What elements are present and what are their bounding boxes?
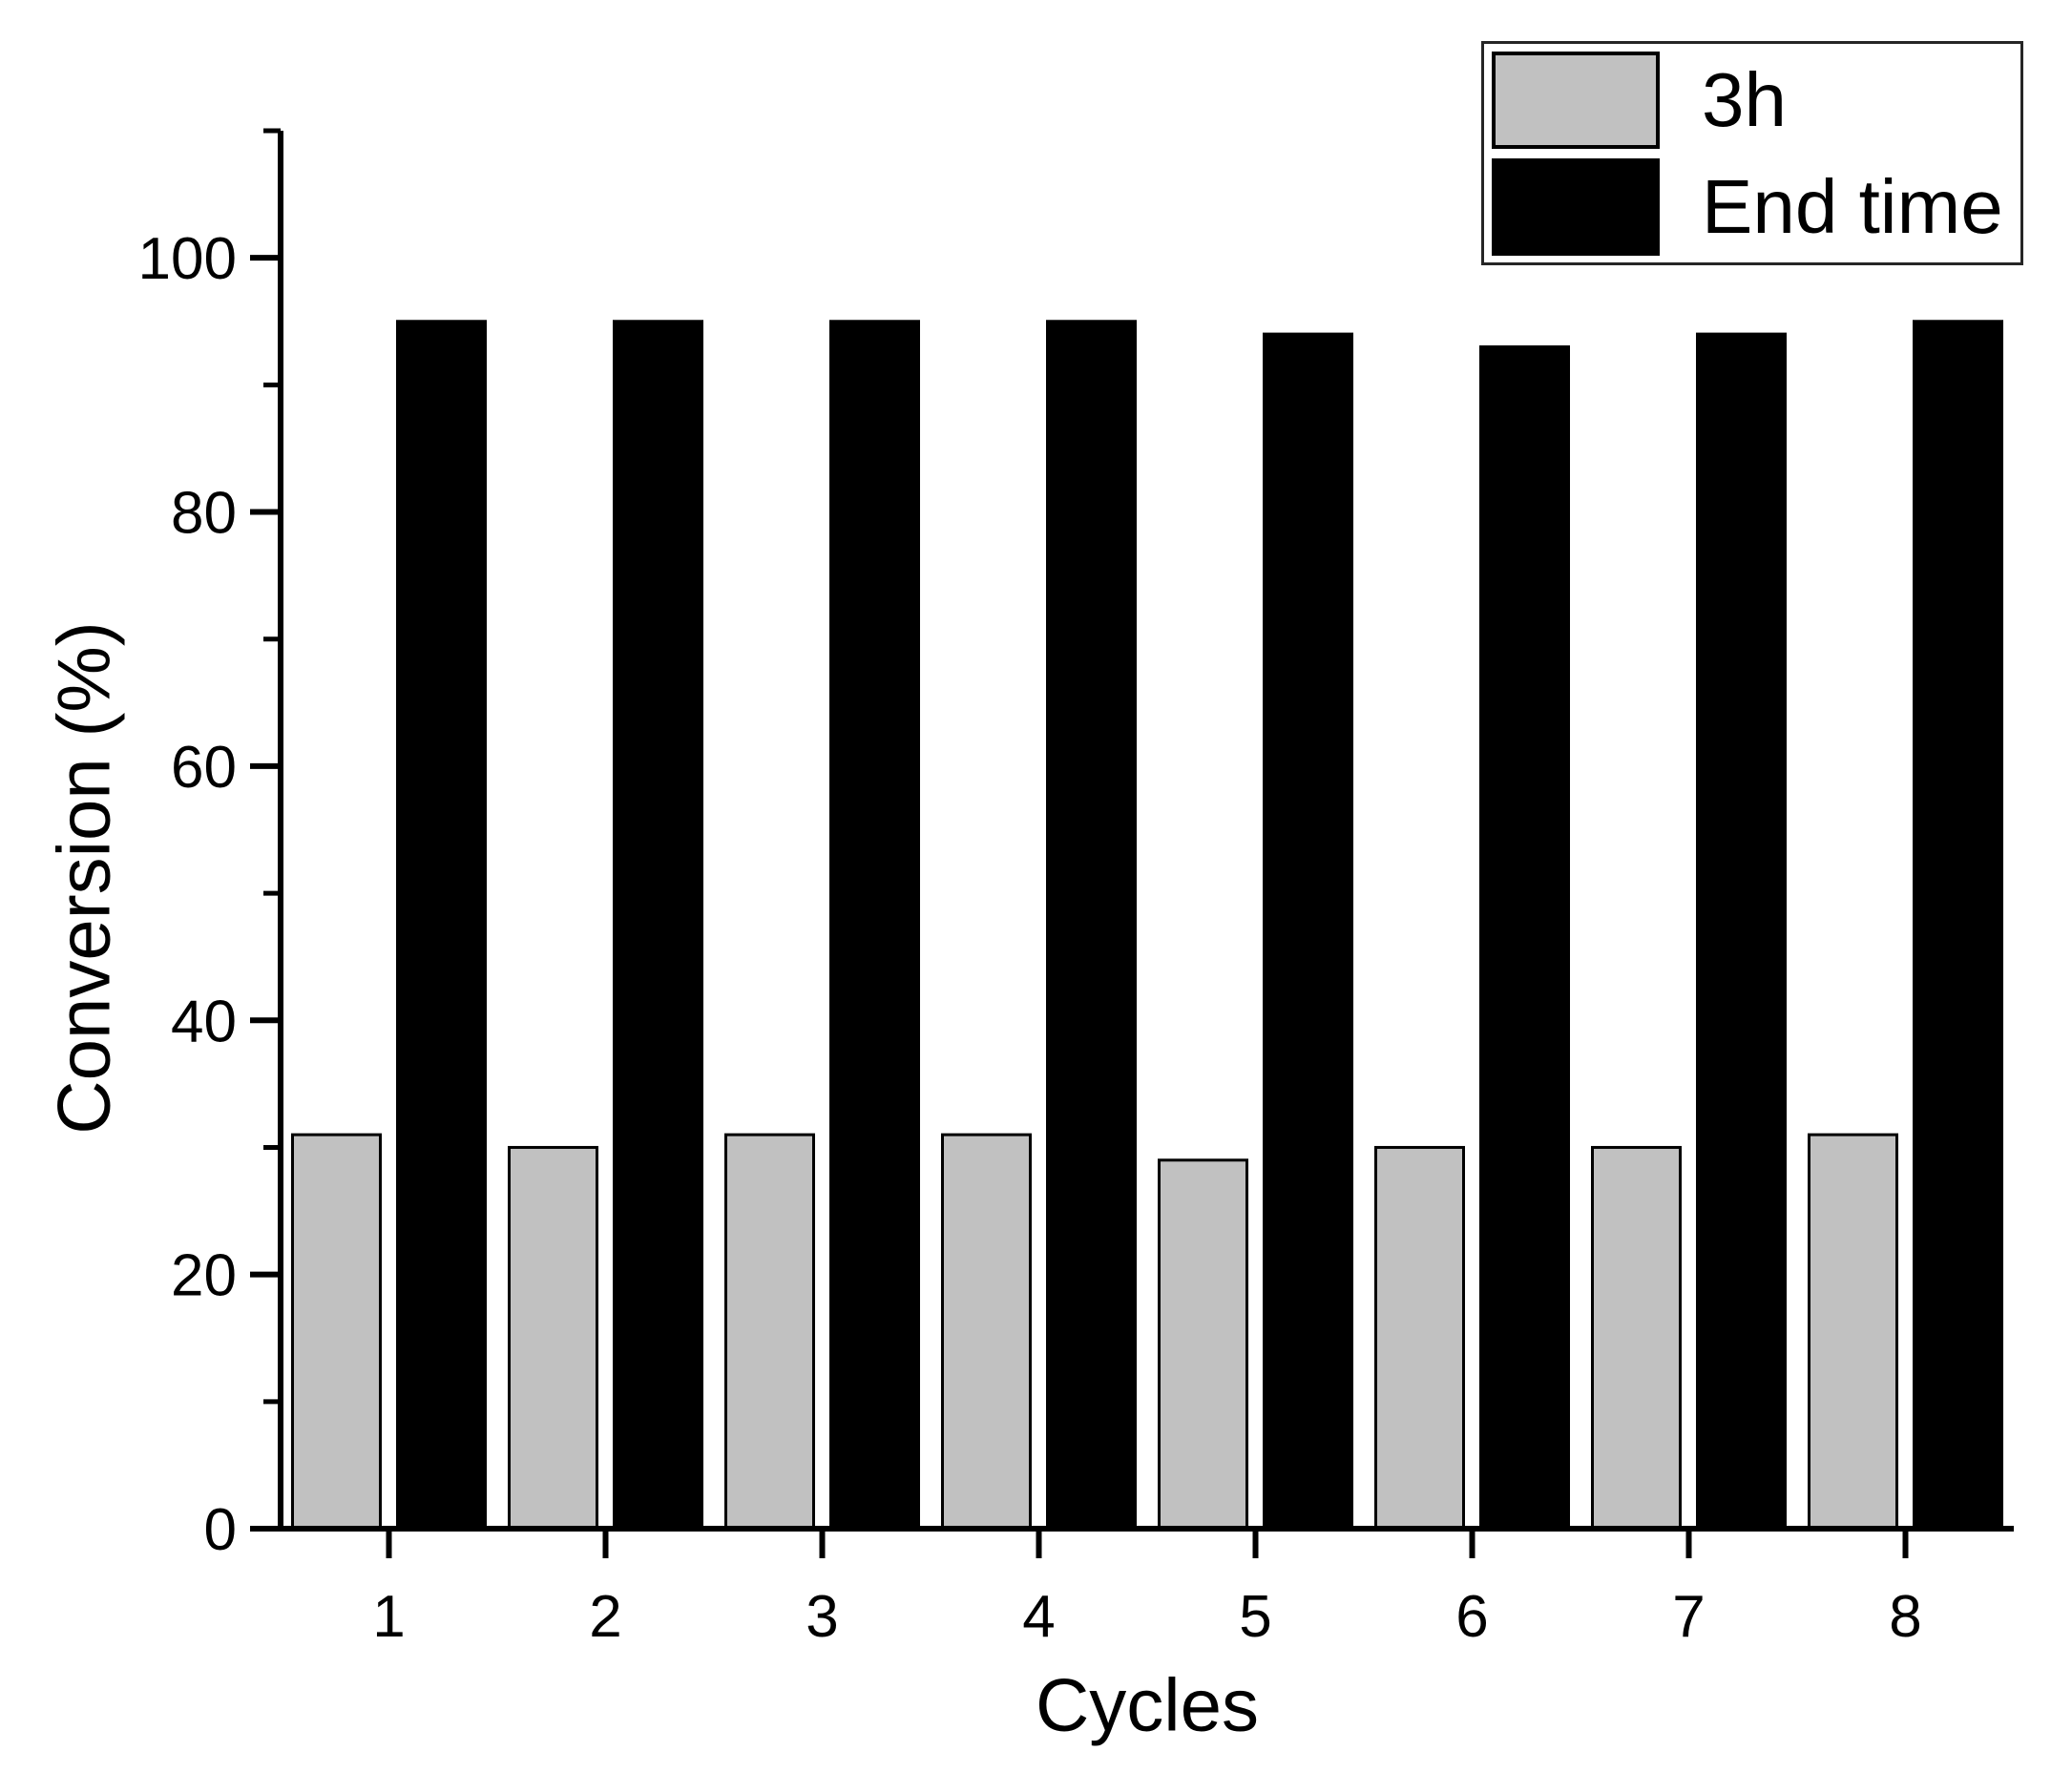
y-tick-label-80: 80 [171, 481, 237, 547]
y-tick-label-40: 40 [171, 989, 237, 1054]
bar-endtime-cycle-3 [829, 320, 920, 1531]
x-tick-label-3: 3 [806, 1584, 838, 1650]
x-tick-label-4: 4 [1022, 1584, 1055, 1650]
bar-3h-cycle-2 [508, 1145, 598, 1531]
y-tick-label-20: 20 [171, 1243, 237, 1309]
x-tick-label-5: 5 [1239, 1584, 1271, 1650]
x-tick-label-6: 6 [1455, 1584, 1488, 1650]
legend-label-3h: 3h [1702, 56, 1787, 142]
x-tick-label-7: 7 [1672, 1584, 1705, 1650]
bar-endtime-cycle-6 [1479, 344, 1570, 1531]
bar-3h-cycle-4 [941, 1133, 1032, 1531]
x-tick-label-8: 8 [1889, 1584, 1921, 1650]
y-tick-label-60: 60 [171, 735, 237, 801]
y-tick-label-0: 0 [204, 1497, 237, 1563]
legend-item-3h: 3h [1492, 51, 2020, 149]
bar-3h-cycle-3 [724, 1133, 815, 1531]
y-axis-title: Conversion (%) [41, 621, 126, 1135]
y-tick-label-100: 100 [138, 226, 237, 292]
x-tick-label-2: 2 [589, 1584, 621, 1650]
bar-endtime-cycle-4 [1046, 320, 1137, 1531]
bar-endtime-cycle-2 [613, 320, 703, 1531]
legend-swatch-3h [1492, 51, 1660, 149]
bar-3h-cycle-7 [1591, 1145, 1682, 1531]
bar-3h-cycle-8 [1808, 1133, 1898, 1531]
legend-swatch-end-time [1492, 157, 1660, 256]
x-tick-label-1: 1 [372, 1584, 405, 1650]
bar-3h-cycle-5 [1158, 1158, 1248, 1531]
legend: 3h End time [1481, 41, 2023, 265]
bar-3h-cycle-6 [1374, 1145, 1465, 1531]
legend-item-end-time: End time [1492, 157, 2020, 256]
bar-3h-cycle-1 [291, 1133, 382, 1531]
bar-endtime-cycle-7 [1696, 332, 1787, 1531]
legend-label-end-time: End time [1702, 163, 2003, 249]
bar-endtime-cycle-8 [1913, 320, 2003, 1531]
bar-endtime-cycle-5 [1263, 332, 1353, 1531]
bar-endtime-cycle-1 [396, 320, 487, 1531]
x-axis-title: Cycles [1035, 1662, 1260, 1747]
